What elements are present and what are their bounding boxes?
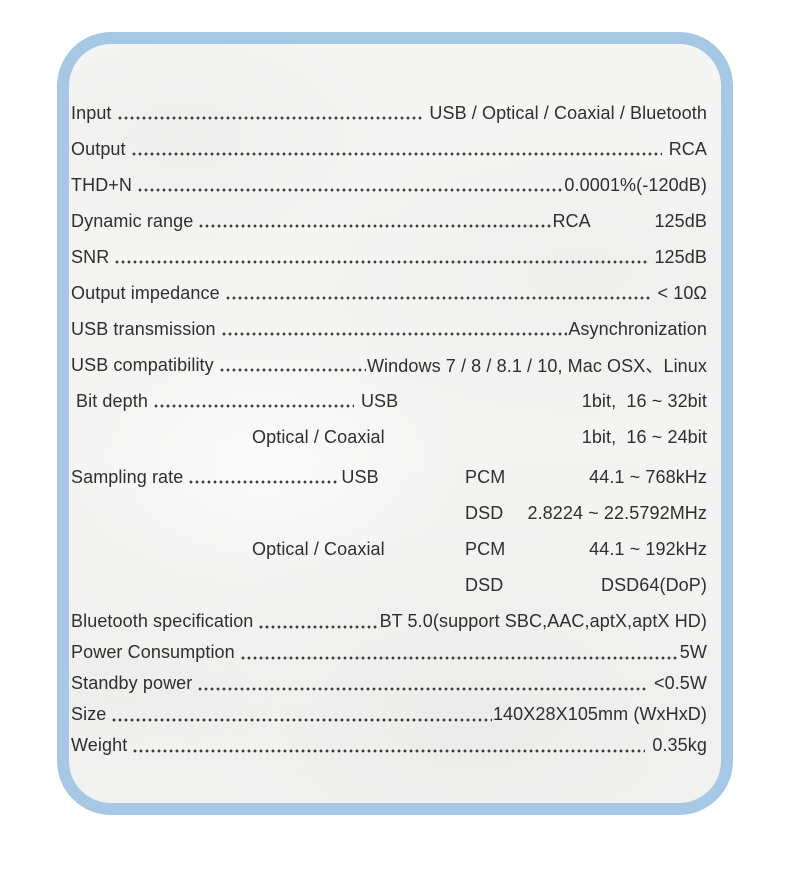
spec-label: Power Consumption xyxy=(71,642,235,662)
spec-format-label: DSD xyxy=(465,574,504,595)
dot-leader xyxy=(219,368,366,372)
spec-label: SNR xyxy=(71,246,110,267)
dot-leader xyxy=(225,296,651,300)
dot-leader xyxy=(198,686,647,691)
spec-row-input: Input USB / Optical / Coaxial / Bluetoot… xyxy=(71,95,707,131)
spec-value: 44.1 ~ 768kHz xyxy=(589,466,707,487)
spec-value: 1bit, 16 ~ 24bit xyxy=(581,426,707,447)
spec-rows: Input USB / Optical / Coaxial / Bluetoot… xyxy=(69,44,721,803)
spec-row-thdn: THD+N 0.0001%(-120dB) xyxy=(71,167,707,203)
spec-sub-label: Optical / Coaxial xyxy=(252,538,385,559)
row-left-group: Sampling rate USB xyxy=(71,467,465,488)
spec-row-sampling-optical-dsd: DSD DSD64(DoP) xyxy=(71,567,707,603)
spec-row-standby-power: Standby power <0.5W xyxy=(71,668,707,699)
spec-label: Input xyxy=(71,102,112,123)
spec-value: 0.0001%(-120dB) xyxy=(564,174,707,195)
spec-value: Asynchronization xyxy=(568,318,707,339)
spec-value: DSD64(DoP) xyxy=(600,574,707,595)
spec-label: Bit depth xyxy=(76,390,148,411)
spec-value: 1bit, 16 ~ 32bit xyxy=(581,390,707,411)
spec-format-label: DSD xyxy=(465,502,504,523)
spec-sub-label: USB xyxy=(360,390,399,411)
spec-label: Output xyxy=(71,138,126,159)
spec-row-bit-depth-optical: Optical / Coaxial 1bit, 16 ~ 24bit xyxy=(71,419,707,455)
spec-row-usb-transmission: USB transmission Asynchronization xyxy=(71,311,707,347)
dot-leader xyxy=(189,480,340,484)
spec-row-sampling-usb-dsd: DSD 2.8224 ~ 22.5792MHz xyxy=(71,495,707,531)
spec-value: RCA xyxy=(668,138,707,159)
spec-label: Size xyxy=(71,704,107,724)
spec-row-snr: SNR 125dB xyxy=(71,239,707,275)
spec-label: Bluetooth specification xyxy=(71,611,254,631)
spec-value: USB / Optical / Coaxial / Bluetooth xyxy=(429,102,707,123)
dot-leader xyxy=(240,655,679,660)
spec-value: 0.35kg xyxy=(652,735,707,755)
spec-label: Standby power xyxy=(71,673,193,693)
spec-card: Input USB / Optical / Coaxial / Bluetoot… xyxy=(57,32,733,815)
spec-sub-label: Optical / Coaxial xyxy=(252,426,385,447)
spec-format-label: PCM xyxy=(465,466,506,487)
dot-leader xyxy=(115,260,648,264)
spec-sub-label: RCA xyxy=(552,210,591,231)
spec-value: BT 5.0(support SBC,AAC,aptX,aptX HD) xyxy=(379,611,707,631)
spec-row-sampling-usb-pcm: Sampling rate USB PCM 44.1 ~ 768kHz xyxy=(71,459,707,495)
dot-leader xyxy=(199,224,552,228)
spec-label: Sampling rate xyxy=(71,466,184,487)
spec-row-usb-compatibility: USB compatibility Windows 7 / 8 / 8.1 / … xyxy=(71,347,707,383)
dot-leader xyxy=(117,116,423,120)
spec-value: 5W xyxy=(679,642,707,662)
spec-value: Windows 7 / 8 / 8.1 / 10, Mac OSX、Linux xyxy=(366,356,707,376)
spec-label: USB transmission xyxy=(71,318,216,339)
spec-row-power-consumption: Power Consumption 5W xyxy=(71,637,707,668)
spec-row-size: Size 140X28X105mm (WxHxD) xyxy=(71,699,707,730)
dot-leader xyxy=(112,717,492,722)
row-left-group: Optical / Coaxial xyxy=(71,539,465,560)
spec-value: <0.5W xyxy=(653,673,707,693)
spec-value: 140X28X105mm (WxHxD) xyxy=(492,704,707,724)
dot-leader xyxy=(221,332,568,336)
spec-label: Dynamic range xyxy=(71,210,194,231)
dot-leader xyxy=(133,748,646,753)
spec-value: 2.8224 ~ 22.5792MHz xyxy=(527,502,707,523)
spec-row-dynamic-range: Dynamic range RCA 125dB xyxy=(71,203,707,239)
dot-leader xyxy=(259,624,379,629)
spec-value: 125dB xyxy=(654,210,707,231)
spec-row-sampling-optical-pcm: Optical / Coaxial PCM 44.1 ~ 192kHz xyxy=(71,531,707,567)
spec-label: THD+N xyxy=(71,174,133,195)
spec-label: USB compatibility xyxy=(71,354,214,375)
spec-row-output-impedance: Output impedance < 10Ω xyxy=(71,275,707,311)
spec-value: 44.1 ~ 192kHz xyxy=(589,538,707,559)
spec-sub-label: USB xyxy=(341,466,379,487)
dot-leader xyxy=(138,188,564,192)
spec-label: Weight xyxy=(71,735,128,755)
spec-row-bluetooth: Bluetooth specification BT 5.0(support S… xyxy=(71,606,707,637)
spec-row-bit-depth-usb: Bit depth USB 1bit, 16 ~ 32bit xyxy=(71,383,707,419)
spec-format-label: PCM xyxy=(465,538,506,559)
dot-leader xyxy=(153,404,354,408)
spec-row-output: Output RCA xyxy=(71,131,707,167)
spec-row-weight: Weight 0.35kg xyxy=(71,730,707,761)
spec-label: Output impedance xyxy=(71,282,220,303)
dot-leader xyxy=(131,152,662,156)
spec-value: < 10Ω xyxy=(657,282,707,303)
spec-value: 125dB xyxy=(654,246,707,267)
